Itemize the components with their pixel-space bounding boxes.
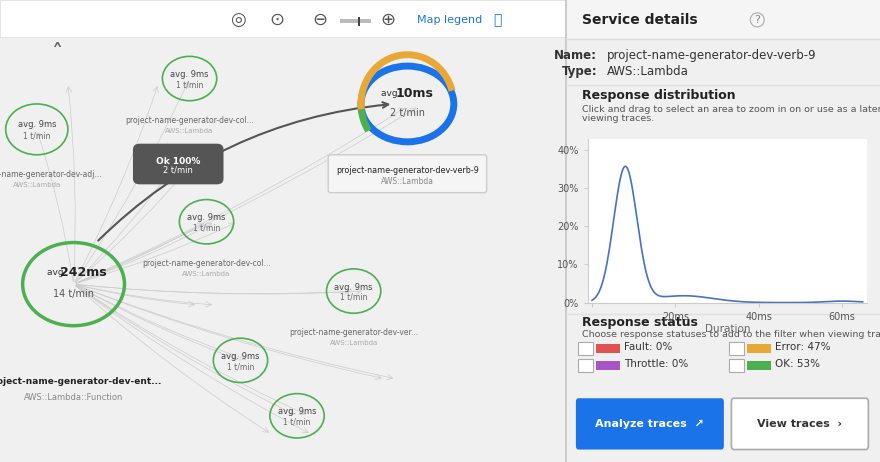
FancyBboxPatch shape [0, 0, 566, 37]
Text: Error: 47%: Error: 47% [774, 342, 830, 352]
Text: project-name-generator-dev-adj...: project-name-generator-dev-adj... [0, 170, 101, 179]
Text: Response distribution: Response distribution [582, 89, 735, 102]
Text: AWS::Lambda: AWS::Lambda [606, 65, 688, 78]
Text: ⓘ: ⓘ [494, 13, 502, 27]
Text: avg.: avg. [381, 89, 403, 98]
FancyBboxPatch shape [731, 398, 869, 450]
Text: avg. 9ms: avg. 9ms [171, 70, 209, 79]
Text: ⊕: ⊕ [380, 11, 395, 29]
Text: avg. 9ms: avg. 9ms [18, 120, 56, 129]
Text: avg. 9ms: avg. 9ms [278, 407, 316, 416]
Text: 10ms: 10ms [396, 87, 434, 100]
FancyBboxPatch shape [576, 398, 724, 450]
Text: Click and drag to select an area to zoom in on or use as a latency filter wh: Click and drag to select an area to zoom… [582, 104, 880, 114]
Text: AWS::Lambda: AWS::Lambda [381, 176, 434, 186]
Text: viewing traces.: viewing traces. [582, 114, 654, 123]
Text: 2 t/min: 2 t/min [164, 165, 194, 174]
Text: 1 t/min: 1 t/min [193, 224, 220, 232]
Text: AWS::Lambda: AWS::Lambda [329, 340, 378, 346]
Text: AWS::Lambda: AWS::Lambda [182, 271, 231, 277]
Text: AWS::Lambda: AWS::Lambda [165, 128, 214, 134]
Text: 2 t/min: 2 t/min [390, 108, 425, 118]
Text: Type:: Type: [561, 65, 598, 78]
FancyBboxPatch shape [328, 155, 487, 193]
Text: avg. 9ms: avg. 9ms [334, 283, 373, 292]
Text: Throttle: 0%: Throttle: 0% [624, 359, 688, 369]
Bar [747, 361, 771, 370]
Text: ⊙: ⊙ [269, 11, 285, 29]
Text: 242ms: 242ms [61, 266, 107, 279]
FancyBboxPatch shape [578, 342, 593, 355]
FancyBboxPatch shape [133, 144, 224, 184]
Text: 1 t/min: 1 t/min [283, 418, 311, 426]
Text: Choose response statuses to add to the filter when viewing traces.: Choose response statuses to add to the f… [582, 329, 880, 339]
FancyBboxPatch shape [729, 342, 744, 355]
Text: project-name-generator-dev-verb-9: project-name-generator-dev-verb-9 [336, 166, 479, 176]
X-axis label: Duration: Duration [705, 324, 750, 334]
Text: ?: ? [754, 15, 760, 25]
Text: avg. 9ms: avg. 9ms [187, 213, 226, 222]
Bar [340, 19, 370, 23]
Text: Map legend: Map legend [417, 15, 482, 25]
Text: project-name-generator-dev-verb-9: project-name-generator-dev-verb-9 [606, 49, 817, 62]
Text: Service details: Service details [582, 13, 697, 27]
Text: Analyze traces  ↗: Analyze traces ↗ [595, 419, 703, 429]
Text: project-name-generator-dev-col...: project-name-generator-dev-col... [143, 259, 271, 268]
Bar [566, 0, 880, 39]
Text: 1 t/min: 1 t/min [176, 80, 203, 89]
Bar [747, 344, 771, 353]
Text: ˄: ˄ [51, 43, 62, 63]
Text: 1 t/min: 1 t/min [23, 132, 50, 141]
Text: Response status: Response status [582, 316, 698, 328]
Text: ⊖: ⊖ [312, 11, 327, 29]
Text: project-name-generator-dev-ent...: project-name-generator-dev-ent... [0, 377, 161, 386]
Text: project-name-generator-dev-col...: project-name-generator-dev-col... [125, 116, 254, 125]
Bar [597, 361, 620, 370]
FancyBboxPatch shape [578, 359, 593, 372]
Text: Name:: Name: [554, 49, 598, 62]
Text: ◎: ◎ [230, 11, 246, 29]
Text: avg.: avg. [47, 267, 69, 277]
Text: AWS::Lambda::Function: AWS::Lambda::Function [24, 393, 123, 402]
Text: View traces  ›: View traces › [758, 419, 842, 429]
Text: 1 t/min: 1 t/min [227, 362, 254, 371]
Bar [597, 344, 620, 353]
Text: OK: 53%: OK: 53% [774, 359, 820, 369]
FancyBboxPatch shape [729, 359, 744, 372]
Text: 1 t/min: 1 t/min [340, 293, 367, 302]
Text: Ok 100%: Ok 100% [156, 157, 201, 166]
Text: avg. 9ms: avg. 9ms [221, 352, 260, 361]
Bar [357, 17, 361, 26]
Text: 14 t/min: 14 t/min [53, 289, 94, 299]
Text: project-name-generator-dev-ver...: project-name-generator-dev-ver... [290, 328, 418, 337]
Text: AWS::Lambda: AWS::Lambda [12, 182, 61, 188]
Text: Fault: 0%: Fault: 0% [624, 342, 672, 352]
